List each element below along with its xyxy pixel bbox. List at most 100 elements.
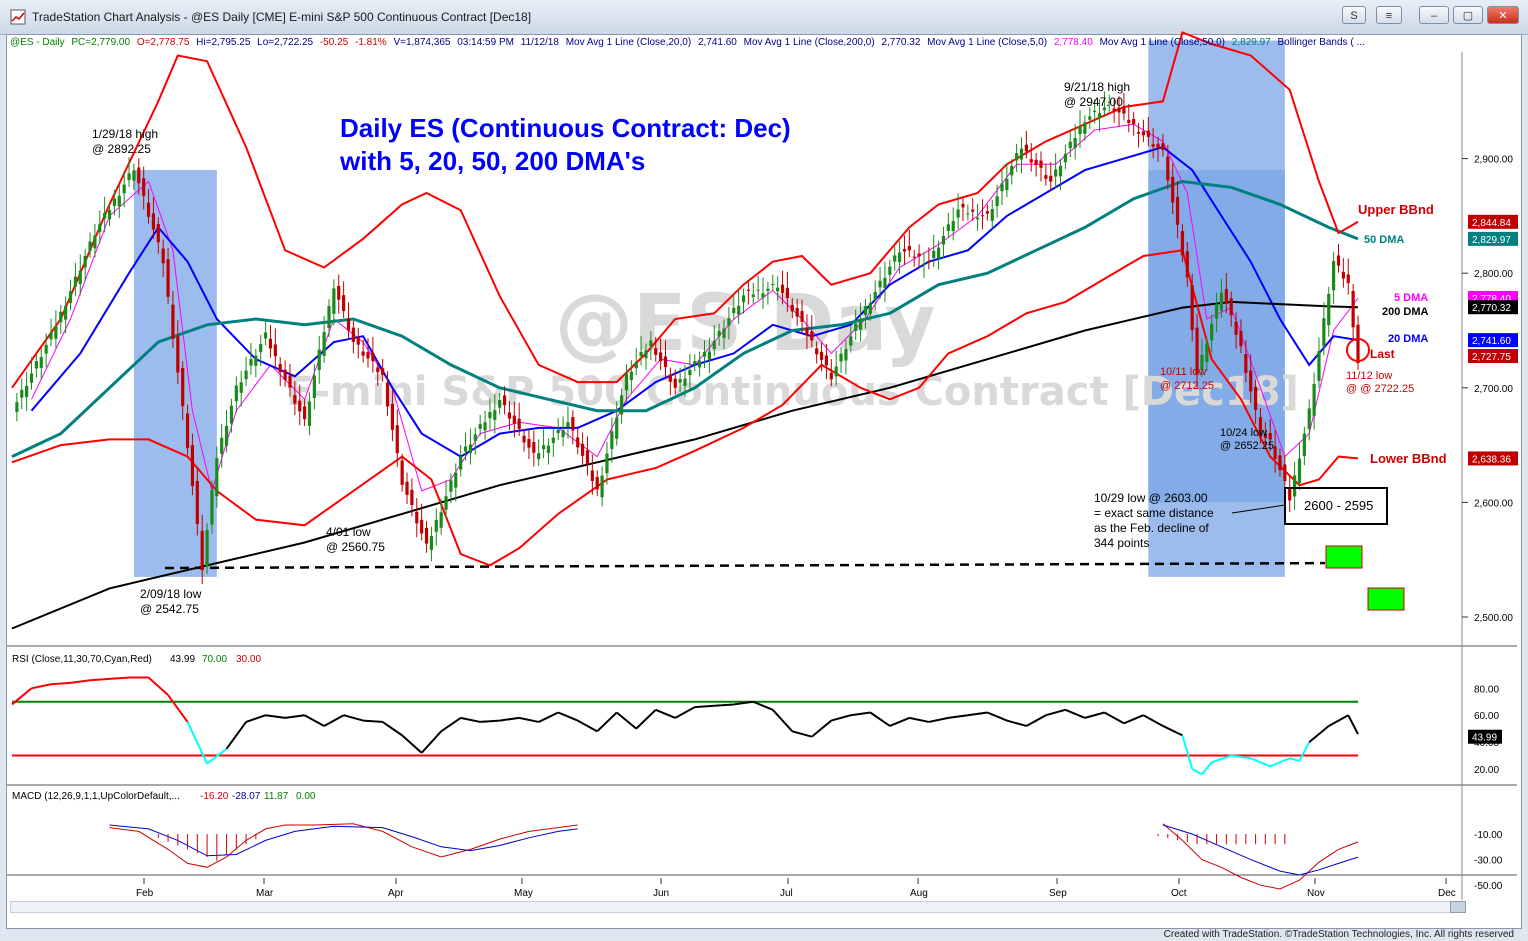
price-candle	[1068, 141, 1072, 149]
price-candle	[405, 481, 409, 495]
price-candle	[976, 217, 980, 220]
price-candle	[15, 402, 19, 412]
price-candle	[561, 430, 565, 438]
rsi-line	[480, 719, 500, 723]
annotation-0: 1/29/18 high	[92, 127, 158, 141]
rsi-line	[733, 700, 754, 706]
macd-value-0: -16.20	[200, 791, 229, 802]
price-candle	[932, 250, 936, 258]
price-candle	[897, 252, 902, 263]
price-candle	[283, 369, 287, 380]
price-candle	[1283, 464, 1287, 482]
x-tick-label: Jun	[653, 888, 669, 899]
price-candle	[273, 344, 277, 357]
price-candle	[571, 417, 575, 431]
price-candle	[1336, 255, 1341, 266]
scrollbar-thumb[interactable]	[1450, 901, 1466, 913]
status-line: @ES - Daily PC=2,779.00 O=2,778.75 Hi=2,…	[10, 37, 1369, 48]
annotation-20: Lower BBnd	[1370, 451, 1447, 466]
price-candle	[1146, 130, 1150, 137]
x-tick-label: Sep	[1049, 888, 1067, 899]
price-candle	[995, 196, 999, 207]
price-candle	[1229, 298, 1233, 316]
price-candle	[1278, 455, 1282, 470]
symbol-link-button[interactable]: S	[1342, 6, 1366, 24]
price-candle	[351, 327, 355, 342]
price-candle	[142, 178, 146, 196]
price-candle	[44, 344, 48, 354]
menu-button[interactable]: ≡	[1376, 6, 1402, 24]
rsi-line	[265, 714, 286, 719]
series-20-dma	[30, 145, 1359, 458]
bbands-label: Bollinger Bands ( ...	[1277, 37, 1365, 48]
rsi-line	[772, 709, 794, 733]
price-candle	[361, 351, 365, 356]
price-candle	[78, 270, 82, 284]
price-candle	[717, 330, 721, 337]
annotation-5: @ 2560.75	[326, 540, 385, 554]
price-candle	[590, 470, 594, 481]
watermark-name: E-mini S&P 500 Continuous Contract [Dec1…	[286, 369, 1299, 415]
close-button[interactable]: ✕	[1487, 6, 1519, 24]
annotation-10: 10/24 low	[1220, 427, 1267, 439]
price-candle	[25, 385, 29, 398]
rsi-line	[694, 704, 715, 709]
price-candle	[410, 489, 414, 505]
rsi-line	[499, 716, 520, 722]
price-candle	[1356, 324, 1360, 364]
price-candle	[556, 429, 560, 434]
price-candle	[834, 366, 838, 377]
rsi-line	[1347, 714, 1359, 735]
x-tick-label: Jul	[780, 888, 793, 899]
price-candle	[20, 389, 24, 398]
price-candle	[117, 195, 121, 207]
rsi-line	[420, 730, 442, 754]
price-candle	[385, 382, 390, 407]
price-candle	[1107, 101, 1111, 103]
price-candle	[1078, 125, 1082, 134]
price-candle	[215, 458, 219, 497]
chart-title: Daily ES (Continuous Contract: Dec)	[340, 113, 791, 143]
rsi-line	[596, 711, 618, 733]
rsi-line	[460, 716, 481, 723]
rsi-line	[323, 714, 345, 727]
price-candle	[454, 472, 458, 488]
price-candle	[1117, 107, 1121, 113]
maximize-button[interactable]: ▢	[1453, 6, 1483, 24]
macd-value-3: 0.00	[296, 791, 316, 802]
price-candle	[439, 512, 443, 528]
horizontal-scrollbar[interactable]	[10, 901, 1465, 913]
value-tag	[1468, 300, 1518, 315]
rsi-title: RSI (Close,11,30,70,Cyan,Red)	[12, 654, 152, 665]
x-tick-label: Dec	[1438, 888, 1456, 899]
price-candle	[966, 213, 970, 215]
price-candle	[605, 453, 609, 474]
price-candle	[239, 382, 243, 393]
rsi-line	[869, 711, 891, 727]
low-value: Lo=2,722.25	[257, 37, 314, 48]
price-candle	[132, 170, 136, 181]
price-candle	[483, 422, 487, 431]
rsi-line	[674, 706, 696, 719]
price-candle	[546, 445, 551, 454]
price-candle	[1127, 119, 1131, 124]
minimize-button[interactable]: –	[1419, 6, 1449, 24]
price-candle	[1268, 433, 1272, 440]
price-candle	[927, 261, 931, 263]
price-candle	[1063, 153, 1067, 163]
price-candle	[107, 209, 112, 220]
rsi-line	[1191, 768, 1203, 776]
price-candle	[737, 305, 741, 315]
rsi-line	[889, 716, 910, 727]
price-candle	[278, 364, 282, 373]
price-candle	[151, 213, 156, 230]
time-value: 03:14:59 PM	[457, 37, 514, 48]
price-candle	[1019, 148, 1024, 160]
price-candle	[1312, 383, 1316, 416]
ma200-value: 2,770.32	[881, 37, 921, 48]
rsi-line	[792, 730, 813, 738]
rsi-line	[225, 721, 247, 750]
price-candle	[263, 332, 268, 339]
y-tick-label: 2,900.00	[1474, 155, 1513, 166]
